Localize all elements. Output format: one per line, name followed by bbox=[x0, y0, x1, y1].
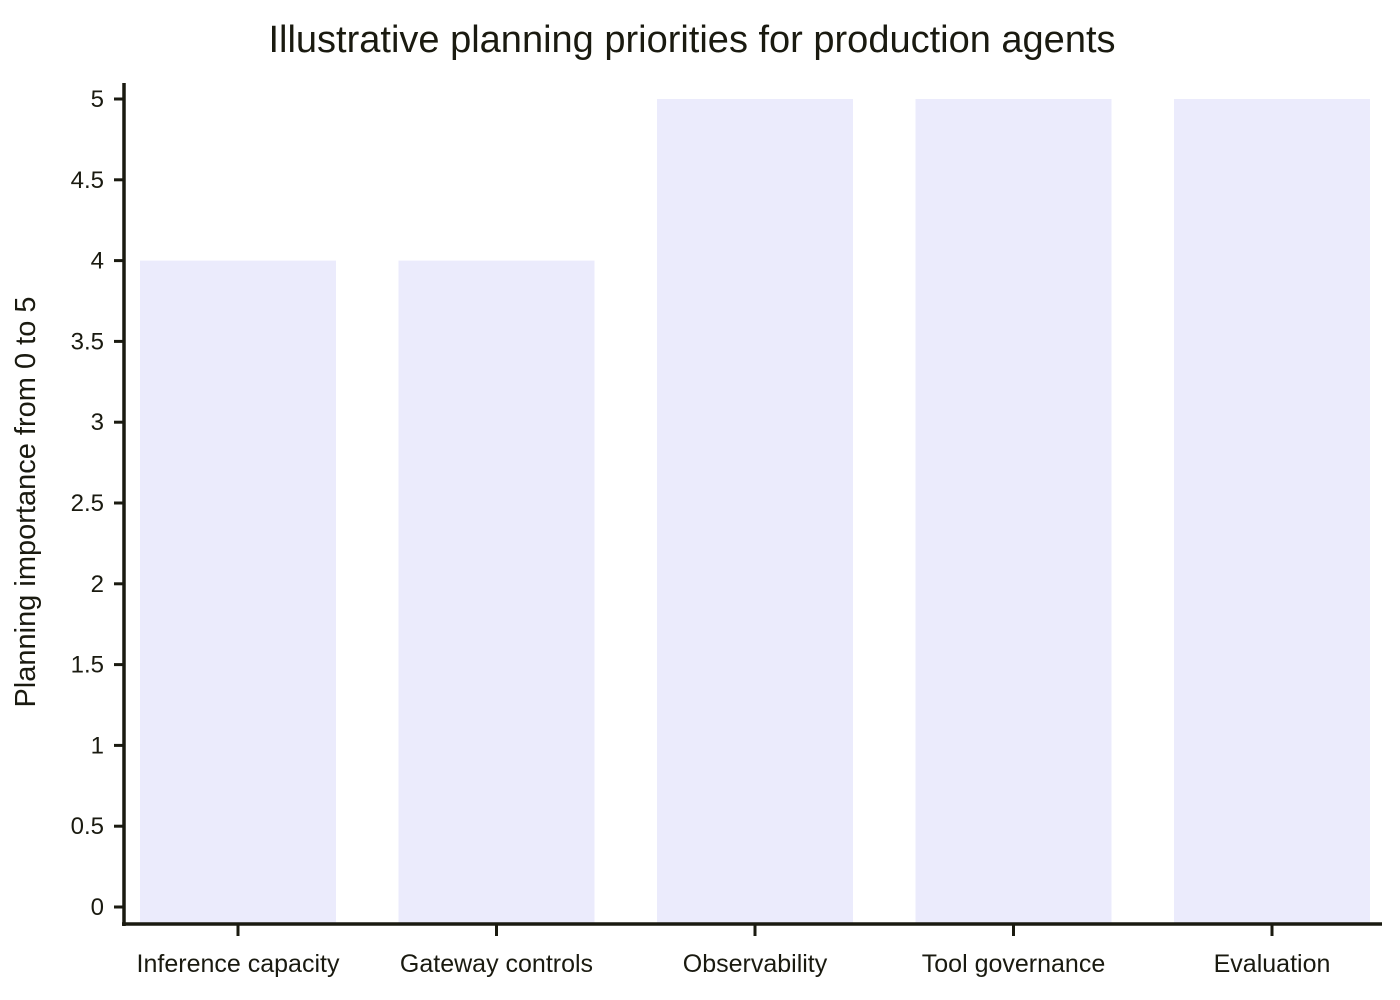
y-tick-label: 5 bbox=[91, 86, 104, 113]
chart-title: Illustrative planning priorities for pro… bbox=[268, 19, 1115, 61]
y-tick-label: 2 bbox=[91, 571, 104, 598]
y-tick-label: 3.5 bbox=[71, 328, 104, 355]
x-category-label: Tool governance bbox=[922, 950, 1105, 978]
x-category-label: Inference capacity bbox=[137, 950, 340, 978]
bar-observability bbox=[657, 99, 853, 924]
bar-inference-capacity bbox=[140, 260, 336, 925]
y-tick-label: 4 bbox=[91, 248, 104, 275]
y-tick-label: 0 bbox=[91, 894, 104, 921]
bar-gateway-controls bbox=[398, 260, 595, 925]
y-tick-label: 2.5 bbox=[71, 490, 104, 517]
y-axis-ticks: 0 0.5 1 1.5 2 2.5 3 3.5 4 4.5 5 bbox=[71, 86, 124, 921]
bar-tool-governance bbox=[915, 99, 1112, 924]
y-tick-label: 4.5 bbox=[71, 167, 104, 194]
x-category-label: Evaluation bbox=[1214, 950, 1331, 978]
x-category-label: Gateway controls bbox=[400, 950, 593, 978]
x-category-label: Observability bbox=[683, 950, 828, 978]
bar-evaluation bbox=[1174, 99, 1370, 924]
y-axis-label: Planning importance from 0 to 5 bbox=[10, 296, 42, 707]
y-tick-label: 1.5 bbox=[71, 652, 104, 679]
y-tick-label: 0.5 bbox=[71, 813, 104, 840]
y-tick-label: 1 bbox=[91, 732, 104, 759]
x-axis-ticks: Inference capacity Gateway controls Observ… bbox=[137, 924, 1331, 978]
bars-group bbox=[140, 99, 1370, 925]
y-tick-label: 3 bbox=[91, 409, 104, 436]
